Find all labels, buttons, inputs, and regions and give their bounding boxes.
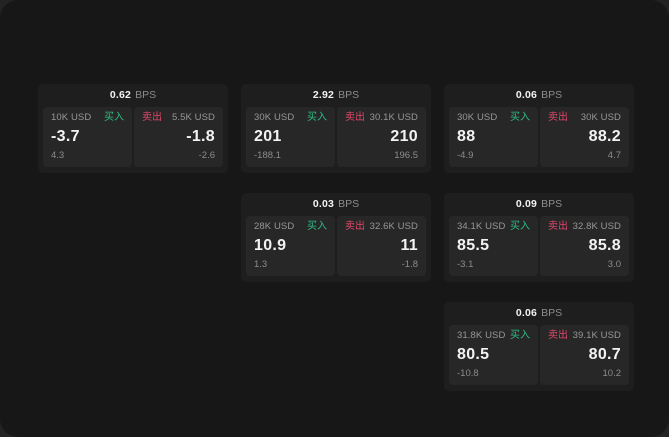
sell-panel[interactable]: 卖出 5.5K USD -1.8 -2.6: [134, 107, 223, 167]
quote-card: 0.06 BPS 31.8K USD 买入 80.5 -10.8 卖出 39.1…: [444, 302, 634, 391]
bps-value: 0.06: [515, 307, 538, 320]
bps-unit-label: BPS: [338, 89, 360, 102]
buy-sub-value: 1.3: [254, 258, 268, 270]
sell-amount: 39.1K USD: [572, 330, 621, 342]
sell-side-label: 卖出: [142, 112, 162, 123]
buy-amount: 31.8K USD: [457, 330, 506, 342]
sell-side-label: 卖出: [548, 112, 568, 123]
buy-amount: 30K USD: [254, 112, 295, 124]
bps-value: 0.09: [515, 198, 538, 211]
sell-amount: 32.8K USD: [572, 221, 621, 233]
sell-sub-value: -2.6: [198, 149, 215, 161]
sell-value: 88.2: [588, 127, 621, 145]
buy-side-label: 买入: [307, 221, 327, 232]
sell-value: -1.8: [186, 127, 215, 145]
bps-header: 0.62 BPS: [38, 84, 228, 107]
buy-sub-value: -3.1: [457, 258, 474, 270]
sell-value: 80.7: [588, 345, 621, 363]
bps-value: 0.06: [515, 89, 538, 102]
quote-card: 0.09 BPS 34.1K USD 买入 85.5 -3.1 卖出 32.8K…: [444, 193, 634, 282]
buy-panel[interactable]: 31.8K USD 买入 80.5 -10.8: [449, 325, 538, 385]
sell-sub-value: 196.5: [394, 149, 418, 161]
sell-side-label: 卖出: [345, 221, 365, 232]
quote-card: 0.62 BPS 10K USD 买入 -3.7 4.3 卖出 5.5K USD…: [38, 84, 228, 173]
buy-amount: 30K USD: [457, 112, 498, 124]
bps-unit-label: BPS: [541, 198, 563, 211]
buy-value: 80.5: [457, 345, 490, 363]
buy-value: 88: [457, 127, 476, 145]
sell-panel[interactable]: 卖出 30.1K USD 210 196.5: [337, 107, 426, 167]
buy-sub-value: -10.8: [457, 367, 479, 379]
buy-side-label: 买入: [510, 112, 530, 123]
sell-side-label: 卖出: [548, 221, 568, 232]
sell-panel[interactable]: 卖出 32.6K USD 11 -1.8: [337, 216, 426, 276]
sell-sub-value: 4.7: [607, 149, 621, 161]
quote-card: 0.06 BPS 30K USD 买入 88 -4.9 卖出 30K USD 8…: [444, 84, 634, 173]
buy-sub-value: 4.3: [51, 149, 65, 161]
bps-value: 2.92: [312, 89, 335, 102]
sell-amount: 5.5K USD: [171, 112, 215, 124]
sell-sub-value: 10.2: [602, 367, 622, 379]
buy-amount: 10K USD: [51, 112, 92, 124]
sell-value: 11: [400, 236, 418, 254]
sell-amount: 30.1K USD: [369, 112, 418, 124]
sell-panel[interactable]: 卖出 32.8K USD 85.8 3.0: [540, 216, 629, 276]
bps-unit-label: BPS: [135, 89, 157, 102]
sell-panel[interactable]: 卖出 39.1K USD 80.7 10.2: [540, 325, 629, 385]
bps-unit-label: BPS: [541, 89, 563, 102]
sell-side-label: 卖出: [345, 112, 365, 123]
quote-card: 0.03 BPS 28K USD 买入 10.9 1.3 卖出 32.6K US…: [241, 193, 431, 282]
buy-amount: 28K USD: [254, 221, 295, 233]
buy-side-label: 买入: [510, 330, 530, 341]
buy-side-label: 买入: [307, 112, 327, 123]
buy-side-label: 买入: [104, 112, 124, 123]
sell-panel[interactable]: 卖出 30K USD 88.2 4.7: [540, 107, 629, 167]
sell-value: 85.8: [588, 236, 621, 254]
buy-sub-value: -4.9: [457, 149, 474, 161]
bps-header: 0.09 BPS: [444, 193, 634, 216]
quote-card: 2.92 BPS 30K USD 买入 201 -188.1 卖出 30.1K …: [241, 84, 431, 173]
buy-value: 85.5: [457, 236, 490, 254]
buy-panel[interactable]: 30K USD 买入 88 -4.9: [449, 107, 538, 167]
bps-header: 0.06 BPS: [444, 302, 634, 325]
buy-panel[interactable]: 30K USD 买入 201 -188.1: [246, 107, 335, 167]
sell-amount: 32.6K USD: [369, 221, 418, 233]
bps-header: 0.03 BPS: [241, 193, 431, 216]
buy-side-label: 买入: [510, 221, 530, 232]
bps-unit-label: BPS: [338, 198, 360, 211]
buy-panel[interactable]: 28K USD 买入 10.9 1.3: [246, 216, 335, 276]
buy-amount: 34.1K USD: [457, 221, 506, 233]
sell-amount: 30K USD: [580, 112, 621, 124]
buy-value: 201: [254, 127, 282, 145]
buy-sub-value: -188.1: [254, 149, 281, 161]
bps-value: 0.03: [312, 198, 335, 211]
sell-sub-value: -1.8: [401, 258, 418, 270]
sell-side-label: 卖出: [548, 330, 568, 341]
bps-value: 0.62: [109, 89, 132, 102]
sell-value: 210: [390, 127, 418, 145]
bps-unit-label: BPS: [541, 307, 563, 320]
buy-value: -3.7: [51, 127, 80, 145]
bps-header: 0.06 BPS: [444, 84, 634, 107]
bps-header: 2.92 BPS: [241, 84, 431, 107]
buy-panel[interactable]: 10K USD 买入 -3.7 4.3: [43, 107, 132, 167]
buy-value: 10.9: [254, 236, 287, 254]
sell-sub-value: 3.0: [607, 258, 621, 270]
buy-panel[interactable]: 34.1K USD 买入 85.5 -3.1: [449, 216, 538, 276]
